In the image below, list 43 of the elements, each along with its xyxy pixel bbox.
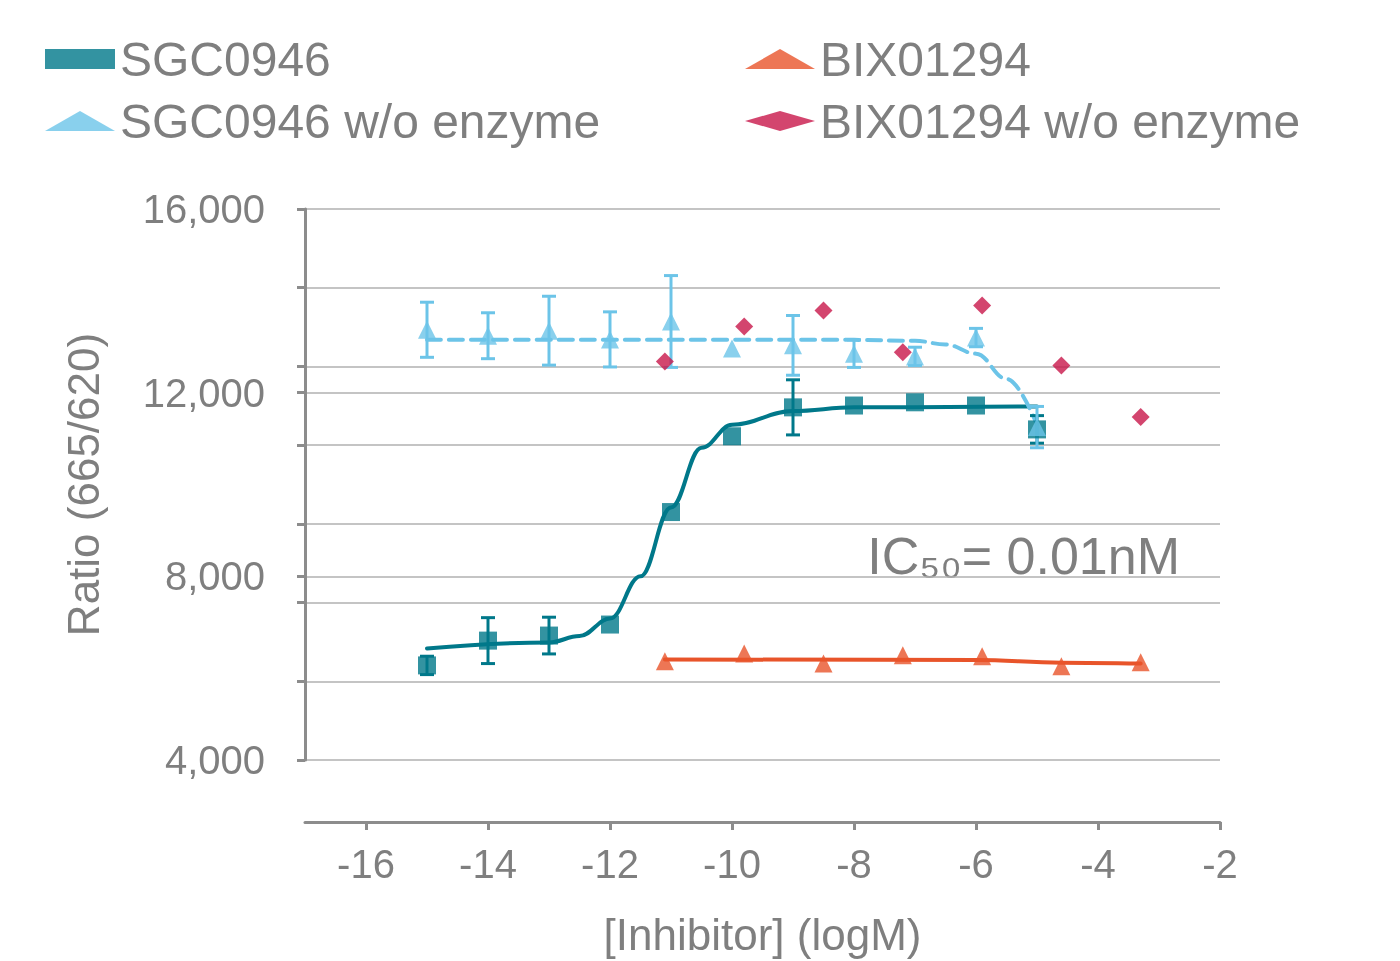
point xyxy=(735,644,754,663)
point xyxy=(814,654,833,673)
y-tick-label: 4,000 xyxy=(164,738,265,782)
x-tick-label: -10 xyxy=(703,842,761,886)
legend-label: BIX01294 w/o enzyme xyxy=(820,94,1301,148)
point xyxy=(893,343,912,362)
legend-label: BIX01294 xyxy=(820,32,1031,86)
point xyxy=(601,615,619,634)
point xyxy=(1052,657,1071,676)
point xyxy=(973,647,992,666)
point xyxy=(479,631,497,650)
point xyxy=(784,398,802,417)
annotation: IC₅₀= 0.01nM xyxy=(867,527,1181,585)
x-tick-label: -14 xyxy=(459,842,517,886)
x-tick-label: -16 xyxy=(337,842,395,886)
point xyxy=(973,296,992,315)
point xyxy=(723,339,741,358)
point xyxy=(814,301,833,320)
point xyxy=(906,393,924,412)
y-tick-label: 16,000 xyxy=(142,187,265,231)
x-tick-label: -4 xyxy=(1080,842,1116,886)
y-tick-label: 12,000 xyxy=(142,370,265,415)
point xyxy=(662,503,680,522)
point xyxy=(735,317,754,336)
point xyxy=(1131,408,1150,426)
x-axis-title: [Inhibitor] (logM) xyxy=(603,909,922,959)
legend-label: SGC0946 xyxy=(120,32,331,86)
point xyxy=(1131,653,1150,672)
y-axis-title: Ratio (665/620) xyxy=(58,332,108,637)
x-tick-label: -6 xyxy=(958,842,994,886)
point xyxy=(893,646,912,665)
point xyxy=(845,396,863,415)
point xyxy=(655,652,674,671)
y-tick-label: 8,000 xyxy=(164,554,265,599)
point xyxy=(1052,356,1071,375)
point xyxy=(540,626,558,645)
point xyxy=(967,396,985,415)
x-tick-label: -8 xyxy=(836,842,872,886)
x-tick-label: -2 xyxy=(1202,842,1238,886)
point xyxy=(723,427,741,446)
point xyxy=(655,352,674,371)
x-tick-label: -12 xyxy=(581,842,639,886)
legend-label: SGC0946 w/o enzyme xyxy=(120,94,601,148)
